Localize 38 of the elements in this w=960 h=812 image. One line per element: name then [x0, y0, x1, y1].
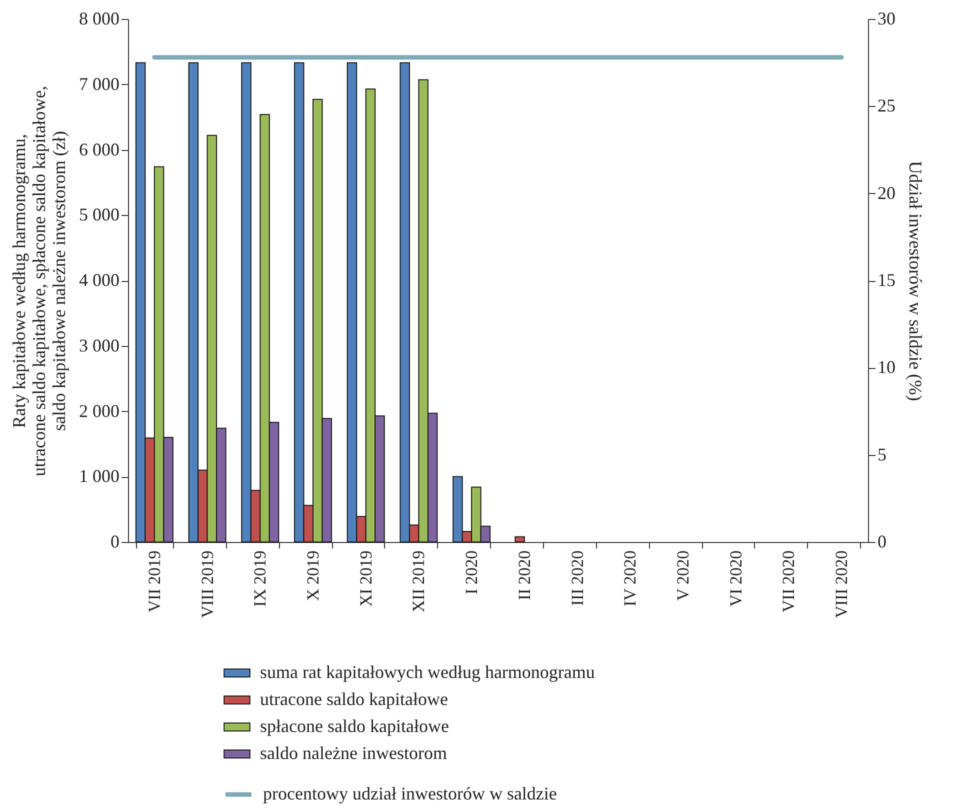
y-tick-label: 4 000	[79, 270, 120, 290]
y2-tick-label: 0	[878, 532, 886, 552]
legend-label: spłacone saldo kapitałowe	[260, 716, 449, 736]
legend-label: saldo należne inwestorom	[260, 743, 447, 763]
x-tick-label: VIII 2019	[198, 550, 217, 618]
bar	[514, 536, 525, 542]
y2-tick-label: 30	[878, 8, 896, 28]
legend-label: procentowy udział inwestorów w saldzie	[263, 784, 557, 804]
x-tick-label: I 2020	[462, 550, 482, 594]
y-tick-label: 2 000	[79, 400, 120, 421]
x-tick-label: VIII 2020	[832, 550, 852, 618]
x-tick-label: IV 2020	[620, 550, 640, 606]
x-tick-label: IX 2019	[250, 550, 270, 607]
y2-tick-label: 20	[878, 182, 896, 203]
y-axis-title: Raty kapitałowe według harmonogramu, utracone saldo kapitałowe, spłacone saldo kapitałowe, saldo kapitałowe należne inwestorom (zł)	[9, 86, 69, 476]
y-tick-label: 6 000	[79, 139, 120, 160]
y2-tick-label: 25	[878, 96, 896, 116]
y2-axis-title: Udział inwestorów w saldzie (%)	[906, 161, 926, 401]
y2-tick-label: 15	[878, 270, 896, 290]
y-tick-label: 3 000	[79, 335, 120, 356]
y2-tick-label: 10	[878, 357, 896, 378]
y-tick-label: 1 000	[79, 466, 120, 486]
y-tick-label: 0	[110, 532, 120, 552]
y-tick-label: 7 000	[79, 74, 120, 94]
y2-tick-label: 5	[878, 444, 886, 464]
legend-label: suma rat kapitałowych według harmonogramu	[260, 662, 595, 682]
x-tick-label: XI 2019	[356, 550, 376, 607]
x-tick-label: III 2020	[568, 550, 587, 606]
x-tick-label: VI 2020	[726, 550, 746, 607]
x-tick-label: VII 2020	[779, 550, 798, 612]
x-tick-label: V 2020	[674, 550, 692, 601]
legend-label: utracone saldo kapitałowe	[260, 689, 448, 709]
y-tick-label: 8 000	[79, 8, 120, 28]
y-tick-label: 5 000	[79, 204, 120, 225]
x-tick-label: XII 2019	[409, 550, 428, 612]
x-tick-label: VII 2019	[144, 550, 164, 612]
x-tick-label: II 2020	[514, 550, 534, 600]
x-tick-label: X 2019	[304, 550, 322, 602]
